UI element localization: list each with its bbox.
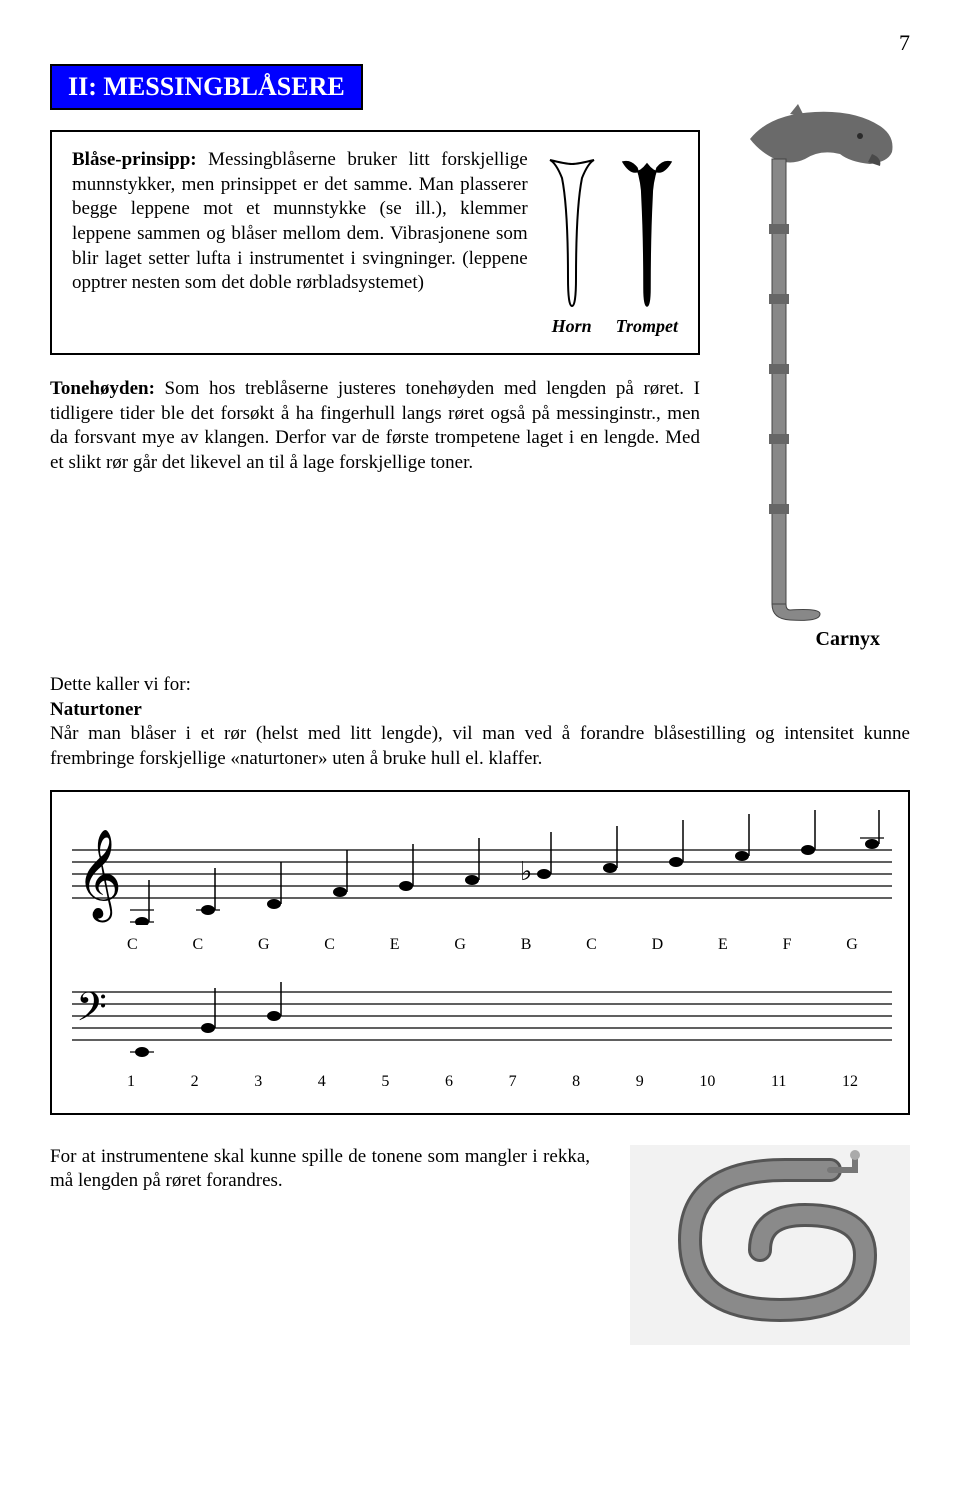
carnyx-column: Carnyx: [720, 64, 900, 651]
note-label: G: [454, 936, 466, 954]
note-number: 4: [318, 1073, 326, 1091]
note-number: 6: [445, 1073, 453, 1091]
note-label: C: [586, 936, 597, 954]
crook-icon: [630, 1145, 910, 1345]
naturtoner-body: Når man blåser i et rør (helst med litt …: [50, 723, 910, 769]
note-number: 11: [771, 1073, 786, 1091]
note-label: E: [718, 936, 728, 954]
trumpet-label: Trompet: [616, 316, 678, 337]
section-heading: II: MESSINGBLÅSERE: [50, 64, 363, 110]
horn-label: Horn: [552, 316, 592, 337]
naturtoner-paragraph: Dette kaller vi for: Naturtoner Når man …: [50, 673, 910, 772]
carnyx-label: Carnyx: [816, 628, 880, 651]
note-label: B: [521, 936, 532, 954]
note-number: 3: [254, 1073, 262, 1091]
note-label: C: [127, 936, 138, 954]
svg-text:𝄞: 𝄞: [76, 830, 122, 923]
principle-label: Blåse-prinsipp:: [72, 149, 197, 170]
note-number: 1: [127, 1073, 135, 1091]
notation-box: 𝄞 ♭: [50, 790, 910, 1115]
treble-staff: 𝄞 ♭: [72, 810, 888, 954]
left-column: II: MESSINGBLÅSERE Blåse-prinsipp: Messi…: [50, 64, 700, 476]
principle-body: Messingblåserne bruker litt forskjellige…: [72, 149, 528, 293]
svg-text:♭: ♭: [520, 857, 532, 886]
trumpet-mouthpiece-icon: [619, 158, 675, 308]
note-number: 7: [509, 1073, 517, 1091]
note-label: F: [783, 936, 792, 954]
naturtoner-intro: Dette kaller vi for:: [50, 674, 191, 695]
top-content-row: II: MESSINGBLÅSERE Blåse-prinsipp: Messi…: [50, 64, 910, 651]
svg-text:𝄢: 𝄢: [76, 986, 107, 1039]
page-number: 7: [50, 30, 910, 56]
bass-staff-svg: 𝄢: [72, 982, 892, 1062]
trumpet-mouthpiece: Trompet: [616, 158, 678, 337]
naturtoner-heading: Naturtoner: [50, 699, 142, 720]
bass-staff: 𝄢 1 2 3 4 5 6 7 8 9 10 11 12: [72, 982, 888, 1091]
carnyx-icon: [720, 104, 900, 624]
principle-box: Blåse-prinsipp: Messingblåserne bruker l…: [50, 130, 700, 355]
note-number: 9: [636, 1073, 644, 1091]
horn-mouthpiece: Horn: [548, 158, 596, 337]
note-number: 10: [699, 1073, 715, 1091]
note-number: 2: [191, 1073, 199, 1091]
pitch-label: Tonehøyden:: [50, 378, 155, 399]
note-label: C: [324, 936, 335, 954]
crook-image: [630, 1145, 910, 1350]
note-label: C: [192, 936, 203, 954]
horn-mouthpiece-icon: [548, 158, 596, 308]
bottom-paragraph: For at instrumentene skal kunne spille d…: [50, 1145, 590, 1194]
note-label: G: [258, 936, 270, 954]
note-number: 5: [381, 1073, 389, 1091]
note-number: 8: [572, 1073, 580, 1091]
treble-note-labels: C C G C E G B C D E F G: [72, 930, 888, 954]
mouthpiece-illustration: Horn Trompet: [548, 148, 678, 337]
note-label: E: [390, 936, 400, 954]
bottom-row: For at instrumentene skal kunne spille d…: [50, 1145, 910, 1350]
treble-staff-svg: 𝄞 ♭: [72, 810, 892, 925]
note-number: 12: [842, 1073, 858, 1091]
pitch-paragraph: Tonehøyden: Som hos treblåserne justeres…: [50, 377, 700, 476]
note-label: D: [652, 936, 664, 954]
note-label: G: [846, 936, 858, 954]
bass-number-labels: 1 2 3 4 5 6 7 8 9 10 11 12: [72, 1067, 888, 1091]
principle-text: Blåse-prinsipp: Messingblåserne bruker l…: [72, 148, 528, 337]
